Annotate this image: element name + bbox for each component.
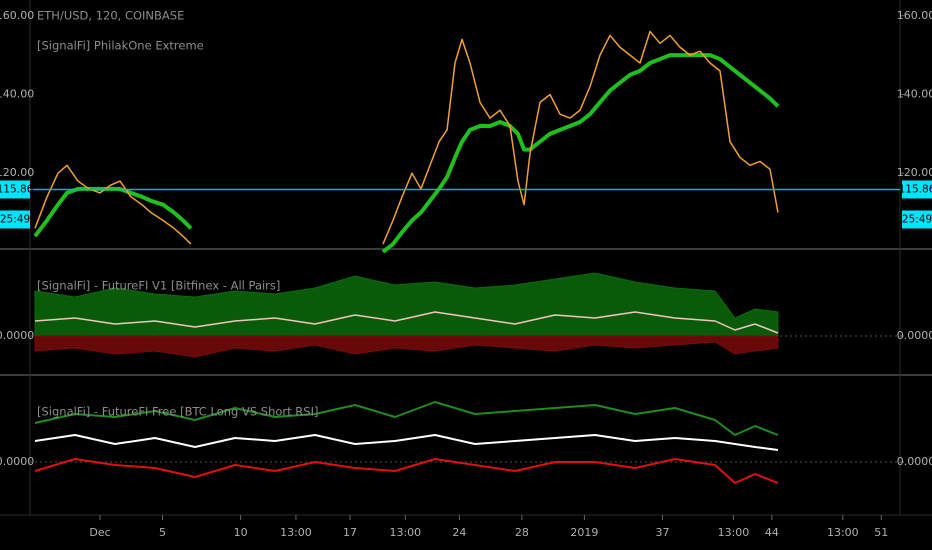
y-tick-label: 120.00: [897, 166, 932, 179]
y-tick-label: 0.0000: [897, 455, 932, 468]
x-tick-label: 17: [343, 526, 357, 539]
x-tick-label: 13:00: [280, 526, 312, 539]
pane-subtitle: [SignalFi] PhilakOne Extreme: [37, 39, 204, 53]
y-tick-label: 0.0000: [0, 329, 34, 342]
area-series: [34, 335, 779, 358]
price-badge: [902, 180, 932, 199]
x-tick-label: 13:00: [389, 526, 421, 539]
x-tick-label: 13:00: [827, 526, 859, 539]
x-tick-label: 2019: [570, 526, 598, 539]
line-series: [34, 434, 779, 451]
price-badge: [0, 180, 30, 199]
y-tick-label: 160.00: [0, 9, 34, 22]
x-tick-label: 37: [656, 526, 670, 539]
y-tick-label: 0.0000: [0, 455, 34, 468]
x-tick-label: 10: [234, 526, 248, 539]
line-series: [34, 401, 779, 436]
countdown-label: 25:49: [0, 213, 30, 225]
line-series: [34, 458, 779, 484]
x-tick-label: 5: [159, 526, 166, 539]
last-price-label: 115.86: [899, 183, 932, 195]
y-tick-label: 0.0000: [897, 329, 932, 342]
x-tick-label: 24: [452, 526, 466, 539]
y-tick-label: 140.00: [897, 87, 932, 100]
pane-title: [SignalFi] - FutureFI Free [BTC Long VS …: [37, 405, 318, 419]
countdown-badge: [0, 210, 30, 229]
area-series: [34, 272, 779, 337]
line-series: [34, 311, 779, 334]
x-tick-label: 13:00: [718, 526, 750, 539]
x-tick-label: Dec: [89, 526, 110, 539]
pane-title: [SignalFi] - FutureFI V1 [Bitfinex - All…: [37, 279, 280, 293]
last-price-label: 115.86: [0, 183, 34, 195]
y-tick-label: 160.00: [897, 9, 932, 22]
y-tick-label: 120.00: [0, 166, 34, 179]
x-tick-label: 28: [515, 526, 529, 539]
line-series: [34, 30, 779, 245]
x-tick-label: 51: [874, 526, 888, 539]
y-tick-label: 140.00: [0, 87, 34, 100]
x-tick-label: 44: [765, 526, 779, 539]
countdown-badge: [902, 210, 932, 229]
pane-title: ETH/USD, 120, COINBASE: [37, 9, 184, 23]
countdown-label: 25:49: [902, 213, 932, 225]
